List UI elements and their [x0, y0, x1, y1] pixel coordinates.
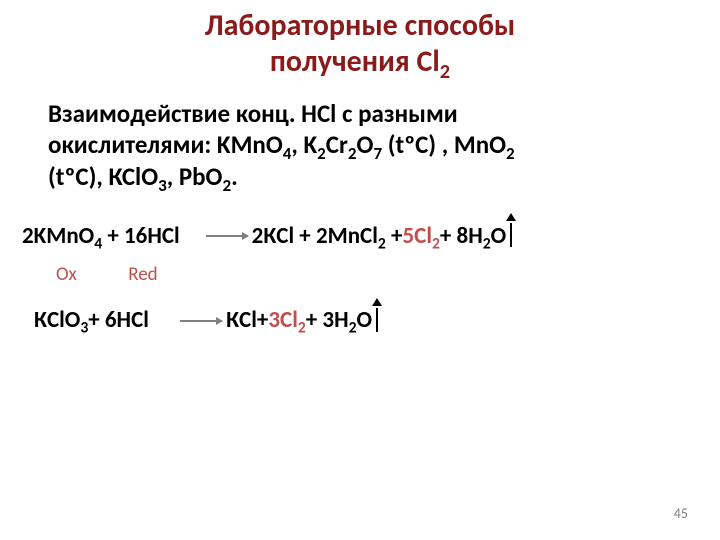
title-line-1: Лабораторные способы [205, 7, 516, 44]
eq2-reagent-1: КClO3 [34, 306, 88, 334]
ox-red-labels: Ox Red [22, 261, 720, 306]
oxidizer-label: Ox [56, 263, 77, 286]
gas-arrow-1 [508, 219, 514, 247]
eq2-cl2-highlight: 3Cl2 [268, 306, 305, 334]
equation-2: КClO3 + 6HCl КCl + 3Cl2 + 3H2O [22, 306, 720, 335]
title-line-2: получения Cl2 [270, 43, 450, 80]
reducer-label: Red [128, 263, 157, 286]
reaction-arrow-1 [206, 235, 248, 237]
page-number: 45 [674, 505, 688, 522]
eq2-product-h2o: + 3H2O [306, 306, 372, 334]
equations-block: 2KMnO4 + 16HCl 2КCl + 2MnCl2 + 5Cl2 + 8H… [0, 192, 720, 336]
eq1-product-h2o: + 8H2O [440, 222, 506, 250]
intro-paragraph: Взаимодействие конц. HCl с разными окисл… [0, 80, 720, 192]
eq2-reagent-2: + 6HCl [88, 306, 149, 334]
equation-1: 2KMnO4 + 16HCl 2КCl + 2MnCl2 + 5Cl2 + 8H… [22, 222, 720, 251]
gas-arrow-2 [374, 304, 380, 332]
reaction-arrow-2 [180, 320, 222, 322]
eq1-cl2-highlight: 5Cl2 [402, 222, 439, 250]
eq2-product-1: КCl [226, 306, 257, 334]
eq1-product-1: 2КCl + 2MnCl2 [252, 222, 391, 250]
eq1-reagent-1: 2KMnO4 [22, 222, 107, 250]
slide-title: Лабораторные способы получения Cl2 [0, 0, 720, 80]
eq1-reagent-2: + 16HCl [107, 222, 179, 250]
